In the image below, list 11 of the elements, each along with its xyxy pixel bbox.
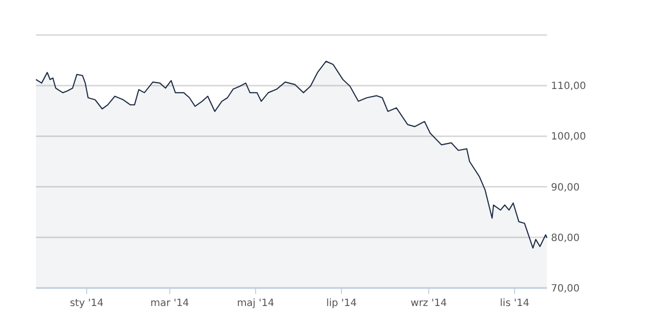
y-tick-label: 90,00 bbox=[551, 182, 580, 194]
y-tick-label: 70,00 bbox=[551, 284, 580, 294]
x-tick-label: lip '14 bbox=[326, 298, 357, 309]
x-tick-label: sty '14 bbox=[70, 298, 104, 309]
y-tick-label: 100,00 bbox=[551, 132, 586, 143]
y-tick-label: 80,00 bbox=[551, 232, 580, 244]
x-tick-label: mar '14 bbox=[150, 298, 190, 309]
x-tick-label: maj '14 bbox=[236, 298, 274, 309]
x-tick-label: wrz '14 bbox=[410, 298, 447, 309]
x-tick-label: lis '14 bbox=[500, 298, 530, 309]
y-tick-label: 110,00 bbox=[551, 81, 586, 92]
